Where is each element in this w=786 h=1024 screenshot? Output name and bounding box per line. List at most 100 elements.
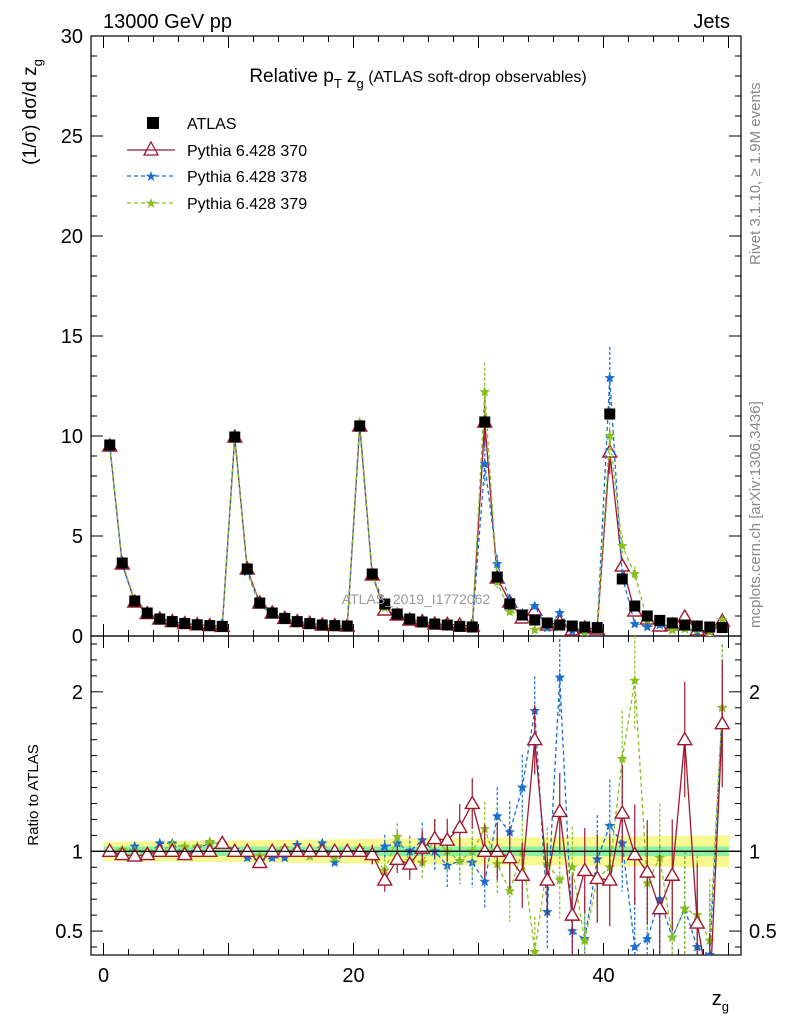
- ratio-p370-marker: [114, 846, 131, 861]
- atlas-marker: [216, 620, 228, 632]
- atlas-marker: [604, 408, 616, 420]
- atlas-marker: [504, 598, 516, 610]
- atlas-marker: [654, 614, 666, 626]
- ratio-p370-marker: [664, 866, 681, 881]
- ratio-p370-marker: [439, 831, 456, 846]
- ratio-p370-marker: [176, 846, 193, 861]
- p378-marker: [642, 621, 653, 632]
- atlas-marker: [366, 568, 378, 580]
- atlas-marker: [129, 595, 141, 607]
- p379-marker: [504, 606, 515, 617]
- atlas-marker: [141, 607, 153, 619]
- atlas-marker: [291, 616, 303, 628]
- atlas-marker: [566, 620, 578, 632]
- atlas-marker: [329, 620, 341, 632]
- legend-379-marker: ★: [145, 195, 158, 211]
- legend-379-label: Pythia 6.428 379: [187, 196, 307, 213]
- ratio-p370-marker: [364, 846, 381, 861]
- p379-marker: [479, 386, 490, 397]
- atlas-marker: [616, 573, 628, 585]
- legend: ATLAS Pythia 6.428 370 ★ Pythia 6.428 37…: [127, 116, 307, 213]
- ratio-p370-marker: [289, 842, 306, 858]
- ratio-axes: 0.5 0.51 12 20 20 40: [55, 635, 777, 987]
- atlas-marker: [579, 621, 591, 633]
- atlas-marker: [166, 616, 178, 628]
- ratio-p379-marker: [529, 946, 540, 955]
- ratio-p379-marker: [392, 831, 403, 842]
- atlas-marker: [554, 619, 566, 631]
- ratio-p378-line: [109, 677, 723, 955]
- ratio-p370-marker: [526, 731, 543, 746]
- ratio-p379-marker: [629, 675, 640, 686]
- atlas-marker: [441, 619, 453, 631]
- atlas-marker: [541, 617, 553, 629]
- ratio-p370-marker: [676, 731, 693, 746]
- ratio-p370-marker: [151, 842, 168, 858]
- y-tick-label: 15: [61, 326, 83, 348]
- data-marks: [91, 347, 741, 955]
- ratio-p370-marker: [301, 842, 318, 858]
- p379-marker: [617, 540, 628, 551]
- atlas-marker: [391, 608, 403, 620]
- ratio-p370-marker: [576, 862, 593, 877]
- ratio-p370-marker: [376, 871, 393, 886]
- legend-atlas-marker: [147, 117, 159, 129]
- ratio-p370-marker: [514, 866, 531, 881]
- atlas-marker: [304, 618, 316, 630]
- atlas-marker: [266, 607, 278, 619]
- ratio-p370-marker: [226, 842, 243, 858]
- atlas-marker: [154, 613, 166, 625]
- atlas-marker: [629, 600, 641, 612]
- y-axis-label-ratio: Ratio to ATLAS: [25, 744, 42, 845]
- atlas-marker: [679, 619, 691, 631]
- atlas-marker: [254, 597, 266, 609]
- atlas-marker: [641, 610, 653, 622]
- ratio-p370-marker: [326, 842, 343, 858]
- atlas-marker: [379, 598, 391, 610]
- process-label: Jets: [693, 11, 730, 33]
- atlas-marker: [204, 620, 216, 632]
- atlas-marker: [354, 420, 366, 432]
- ratio-p379-marker: [504, 885, 515, 896]
- atlas-marker: [591, 622, 603, 634]
- ratio-p370-marker: [101, 842, 118, 858]
- p379-marker: [529, 624, 540, 635]
- atlas-marker: [716, 622, 728, 634]
- ratio-p378-marker: [242, 852, 253, 863]
- atlas-marker: [491, 571, 503, 583]
- rivet-label: Rivet 3.1.10, ≥ 1.9M events: [747, 83, 764, 266]
- p378-marker: [554, 607, 565, 618]
- top-series: [101, 347, 731, 636]
- ratio-p370-marker: [601, 871, 618, 886]
- legend-378-marker: ★: [145, 168, 158, 184]
- ratio-p370-marker: [164, 842, 181, 858]
- atlas-marker: [316, 619, 328, 631]
- ratio-p370-marker: [614, 804, 631, 819]
- ratio-p379-marker: [579, 935, 590, 946]
- y-tick-label: 25: [61, 126, 83, 148]
- p378-marker: [604, 372, 615, 383]
- ratio-p370-marker: [539, 871, 556, 886]
- atlas-marker: [416, 616, 428, 628]
- ratio-p370-marker: [564, 906, 581, 921]
- ratio-p370-marker: [426, 830, 443, 845]
- atlas-marker: [279, 612, 291, 624]
- x-axis-label: zg: [712, 988, 729, 1014]
- ratio-p379-marker: [679, 903, 690, 914]
- p378-marker: [629, 618, 640, 629]
- ratio-p378-marker: [392, 837, 403, 848]
- ratio-p379-marker: [329, 852, 340, 863]
- ratio-p370-marker: [589, 870, 606, 885]
- ratio-p370-marker: [264, 842, 281, 858]
- legend-378-label: Pythia 6.428 378: [187, 169, 307, 186]
- ratio-y-tick-label-right: 1: [749, 841, 760, 863]
- x-tick-label: 40: [592, 965, 614, 987]
- ratio-p378-marker: [604, 820, 615, 831]
- ratio-p379-marker: [554, 874, 565, 885]
- atlas-marker: [191, 619, 203, 631]
- mcplots-label: mcplots.cern.ch [arXiv:1306.3436]: [747, 401, 764, 628]
- atlas-marker: [691, 620, 703, 632]
- atlas-marker: [704, 621, 716, 633]
- ratio-p379-marker: [454, 855, 465, 866]
